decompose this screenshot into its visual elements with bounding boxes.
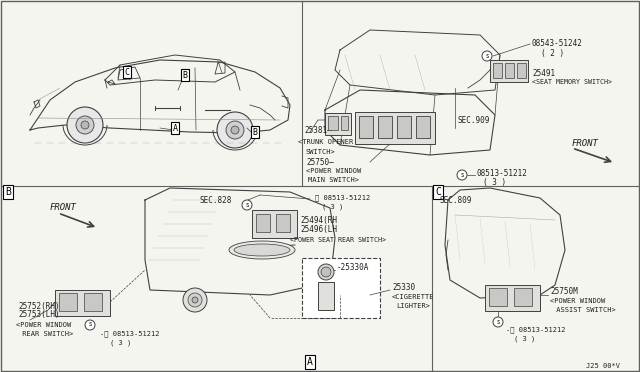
Text: <CIGERETTE: <CIGERETTE	[392, 294, 435, 300]
Circle shape	[482, 51, 492, 61]
Text: REAR SWITCH>: REAR SWITCH>	[18, 331, 73, 337]
Text: B: B	[253, 128, 257, 137]
Bar	[416, 116, 430, 138]
Text: S: S	[245, 202, 248, 208]
Circle shape	[242, 200, 252, 210]
Text: FRONT: FRONT	[572, 138, 599, 148]
Text: ASSIST SWITCH>: ASSIST SWITCH>	[552, 307, 616, 313]
Text: J25 00*V: J25 00*V	[586, 363, 620, 369]
Bar	[318, 282, 334, 310]
Text: S: S	[460, 173, 463, 177]
Circle shape	[457, 170, 467, 180]
Bar	[490, 60, 528, 82]
Text: A: A	[173, 124, 177, 132]
Text: -Ⓢ 08513-51212: -Ⓢ 08513-51212	[100, 331, 159, 337]
Bar	[276, 214, 290, 232]
Text: 25752(RH): 25752(RH)	[18, 301, 60, 311]
Text: SEC.909: SEC.909	[458, 115, 490, 125]
Bar	[378, 116, 392, 138]
Text: <POWER SEAT REAR SWITCH>: <POWER SEAT REAR SWITCH>	[290, 237, 386, 243]
Bar	[517, 63, 526, 78]
Circle shape	[183, 288, 207, 312]
Text: <POWER WINDOW: <POWER WINDOW	[16, 322, 71, 328]
Text: SEC.809: SEC.809	[440, 196, 472, 205]
Text: MAIN SWITCH>: MAIN SWITCH>	[308, 177, 359, 183]
Bar	[505, 63, 514, 78]
Ellipse shape	[234, 244, 290, 256]
Text: 25494(RH: 25494(RH	[300, 215, 337, 224]
Text: ( 3 ): ( 3 )	[110, 340, 131, 346]
Text: B: B	[5, 187, 11, 197]
Bar	[302, 258, 380, 318]
Bar	[328, 116, 338, 130]
Text: S: S	[485, 54, 488, 58]
Text: -25330A: -25330A	[337, 263, 369, 273]
Bar	[341, 116, 348, 130]
Bar	[485, 285, 540, 311]
Text: 25750—: 25750—	[306, 157, 333, 167]
Circle shape	[226, 121, 244, 139]
Text: ( 3 ): ( 3 )	[483, 177, 506, 186]
Circle shape	[188, 293, 202, 307]
Circle shape	[321, 267, 331, 277]
Circle shape	[217, 112, 253, 148]
Bar	[256, 214, 270, 232]
Text: 25753(LH): 25753(LH)	[18, 311, 60, 320]
Ellipse shape	[229, 241, 295, 259]
Circle shape	[67, 107, 103, 143]
Bar	[489, 288, 507, 306]
Text: SEC.828: SEC.828	[200, 196, 232, 205]
Text: FRONT: FRONT	[50, 202, 77, 212]
Bar	[493, 63, 502, 78]
Text: C: C	[435, 187, 441, 197]
Text: 25496(LH: 25496(LH	[300, 224, 337, 234]
Text: -Ⓢ 08513-51212: -Ⓢ 08513-51212	[506, 327, 566, 333]
Circle shape	[493, 317, 503, 327]
Text: S: S	[497, 320, 500, 324]
Circle shape	[85, 320, 95, 330]
Text: 25330: 25330	[392, 283, 415, 292]
Text: <POWER WINDOW: <POWER WINDOW	[306, 168, 361, 174]
Text: SWITCH>: SWITCH>	[306, 149, 336, 155]
Circle shape	[81, 121, 89, 129]
Text: LIGHTER>: LIGHTER>	[396, 303, 430, 309]
Text: ( 3 ): ( 3 )	[322, 204, 343, 210]
Text: 25381—: 25381—	[304, 125, 332, 135]
Text: <SEAT MEMORY SWITCH>: <SEAT MEMORY SWITCH>	[532, 79, 612, 85]
Circle shape	[76, 116, 94, 134]
Circle shape	[231, 126, 239, 134]
Text: C: C	[125, 67, 129, 77]
Text: A: A	[307, 357, 313, 367]
Bar	[84, 293, 102, 311]
Text: ( 2 ): ( 2 )	[541, 48, 564, 58]
Text: <POWER WINDOW: <POWER WINDOW	[550, 298, 605, 304]
Bar	[252, 210, 297, 238]
Bar	[55, 290, 110, 316]
Circle shape	[192, 297, 198, 303]
Bar	[514, 288, 532, 306]
Text: 25750M: 25750M	[550, 288, 578, 296]
Text: <TRUNK OPENER: <TRUNK OPENER	[298, 139, 353, 145]
Circle shape	[318, 264, 334, 280]
Bar	[397, 116, 411, 138]
Text: 08513-51212: 08513-51212	[477, 169, 528, 177]
Text: Ⓢ 08513-51212: Ⓢ 08513-51212	[315, 195, 371, 201]
Bar	[325, 113, 351, 135]
Bar	[355, 112, 435, 144]
Text: 08543-51242: 08543-51242	[532, 38, 583, 48]
Bar	[59, 293, 77, 311]
Text: B: B	[182, 71, 188, 80]
Bar	[359, 116, 373, 138]
Text: S: S	[88, 323, 92, 327]
Text: 25491: 25491	[532, 68, 555, 77]
Text: ( 3 ): ( 3 )	[514, 336, 535, 342]
